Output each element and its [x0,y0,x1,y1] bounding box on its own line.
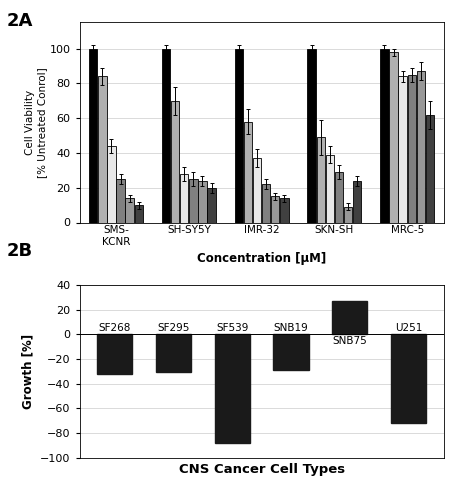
Bar [344,207,352,222]
Bar [308,48,316,222]
Bar [235,48,243,222]
Bar [189,179,197,222]
Bar [391,334,426,423]
Legend: 0, 0.625, 1.25, 2.5, 5, 10: 0, 0.625, 1.25, 2.5, 5, 10 [161,292,363,306]
Y-axis label: Cell Viability
[% Untreated Conrol]: Cell Viability [% Untreated Conrol] [25,67,47,178]
X-axis label: CNS Cancer Cell Types: CNS Cancer Cell Types [178,463,345,476]
Bar [332,301,367,334]
Bar [326,154,334,222]
Bar [207,188,216,222]
Bar [198,181,207,222]
Bar [107,146,116,222]
Bar [273,334,308,370]
Bar [116,179,125,222]
Text: 2A: 2A [7,12,33,30]
Y-axis label: Growth [%]: Growth [%] [22,334,35,409]
Bar [408,74,416,223]
Bar [280,198,288,222]
Bar [335,172,343,222]
Bar [89,48,97,222]
Text: 2B: 2B [7,242,33,260]
Text: SNB19: SNB19 [273,323,308,333]
Text: SNB75: SNB75 [332,336,367,346]
X-axis label: Concentration [μM]: Concentration [μM] [197,252,326,266]
Bar [426,114,434,222]
Bar [98,76,106,223]
Bar [135,205,143,222]
Bar [171,101,179,222]
Bar [126,198,134,222]
Bar [215,334,250,442]
Bar [162,48,170,222]
Bar [353,181,361,222]
Text: U251: U251 [394,323,422,333]
Bar [97,334,132,374]
Bar [399,76,407,223]
Text: SF295: SF295 [157,323,190,333]
Bar [417,71,425,223]
Bar [253,158,261,222]
Text: SF268: SF268 [99,323,131,333]
Bar [244,122,252,222]
Bar [156,334,191,372]
Bar [389,52,398,222]
Bar [317,138,325,222]
Text: SF539: SF539 [216,323,248,333]
Bar [271,196,279,222]
Bar [380,48,389,222]
Bar [180,174,188,222]
Bar [262,184,270,222]
